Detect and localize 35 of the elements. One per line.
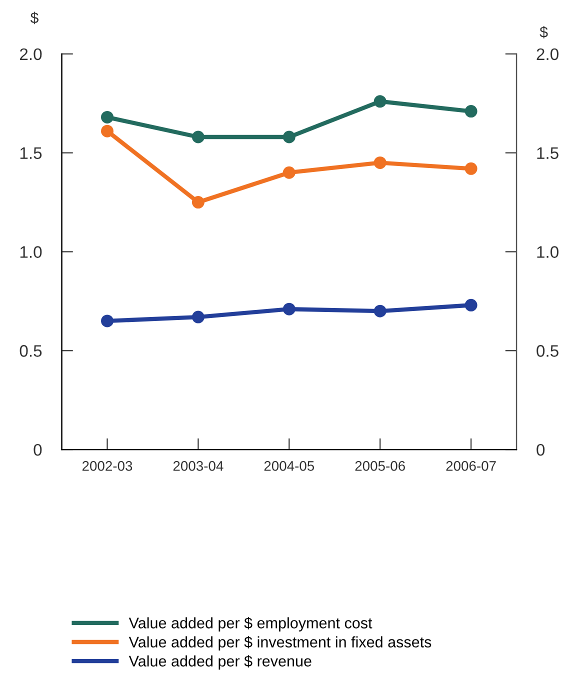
y2-tick-label: 0.5	[536, 345, 558, 357]
x-tick-label: 2003-04	[173, 461, 224, 471]
legend-label: Value added per $ investment in fixed assets	[128, 636, 432, 651]
point	[101, 314, 114, 328]
point	[101, 124, 114, 138]
point	[464, 162, 478, 175]
legend-label: Value added per $ revenue	[128, 655, 312, 670]
point	[192, 130, 204, 144]
y2-tick-label: 1.0	[537, 246, 558, 258]
legend-label: Value added per $ employment cost	[128, 616, 372, 632]
y2-axis-title: $	[540, 26, 548, 38]
x-tick-label: 2004-05	[264, 461, 314, 471]
x-tick-label: 2002-03	[82, 461, 132, 471]
y-tick-label: 1.5	[20, 147, 42, 160]
point	[101, 110, 114, 124]
y-tick-label: 2.0	[20, 48, 42, 60]
y-axis-title: $	[30, 12, 38, 24]
point	[192, 196, 204, 209]
y-tick-label: 1.0	[20, 246, 42, 258]
x-tick-label: 2006-07	[446, 461, 496, 471]
y-tick-label: 0.5	[20, 345, 42, 357]
y2-tick-label: 2.0	[536, 48, 558, 60]
y-tick-label: 0	[34, 444, 42, 456]
y2-tick-label: 1.5	[537, 147, 558, 160]
point	[464, 298, 478, 312]
point	[282, 130, 296, 144]
point	[464, 105, 478, 118]
y2-tick-label: 0	[536, 444, 545, 456]
point	[282, 166, 296, 179]
point	[374, 304, 386, 318]
x-tick-label: 2005-06	[355, 461, 405, 471]
point	[374, 95, 386, 108]
point	[282, 302, 296, 316]
point	[192, 310, 204, 324]
point	[374, 156, 386, 169]
